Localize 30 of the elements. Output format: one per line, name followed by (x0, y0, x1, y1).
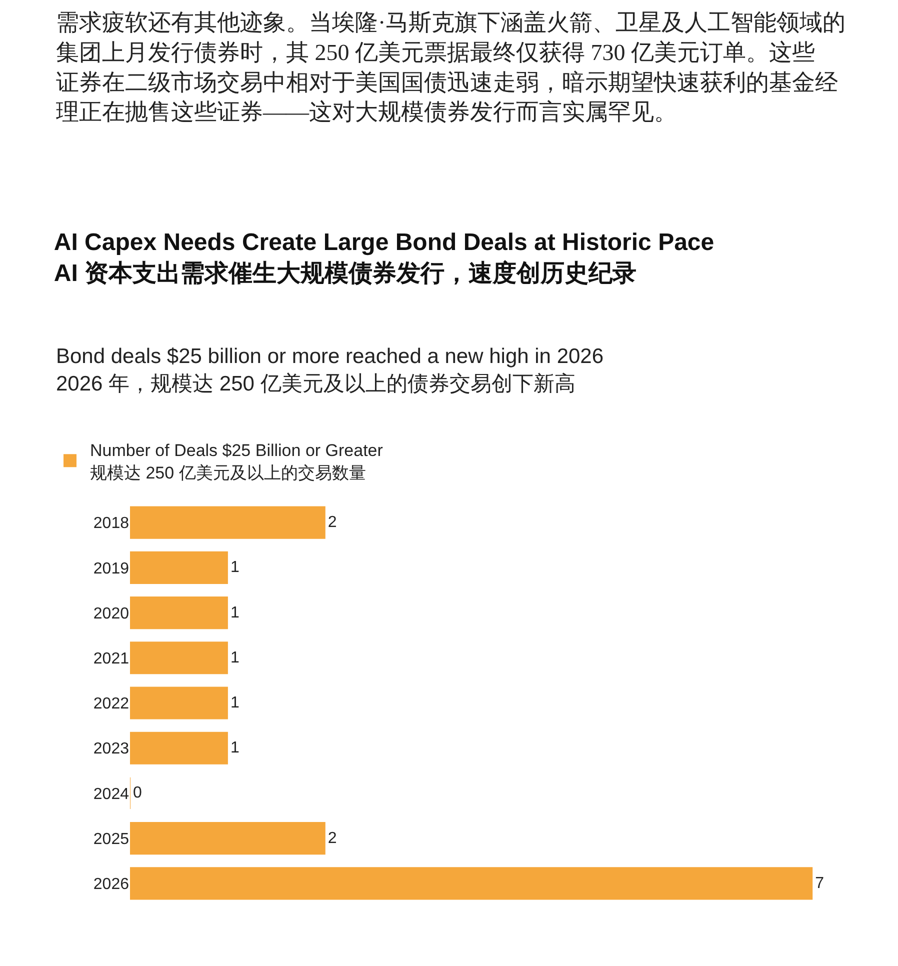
y-tick-label: 2018 (93, 515, 130, 532)
bar (130, 506, 326, 539)
bar (130, 732, 228, 764)
legend-label: Number of Deals $25 Billion or Greater 规模达 250 亿美元及以上的交易数量 (90, 441, 384, 482)
y-tick-label: 2021 (93, 650, 130, 668)
bar (130, 686, 228, 720)
y-tick-label: 2019 (93, 560, 130, 578)
y-tick-label: 2022 (93, 696, 130, 713)
data-label: 1 (230, 694, 240, 712)
data-label: 0 (133, 784, 142, 802)
y-tick-label: 2024 (93, 786, 130, 803)
data-label: 1 (230, 604, 240, 622)
y-tick-label: 2025 (93, 830, 130, 848)
y-tick-label: 2023 (93, 740, 130, 758)
bar (130, 867, 813, 900)
data-label: 1 (230, 649, 240, 666)
y-tick-label: 2026 (93, 876, 130, 894)
chart-subtitle: Bond deals $25 billion or more reached a new high in 2026 2026 年，规模达 250 亿美元及以上的债券交易创下新高 (56, 345, 604, 396)
data-label: 1 (230, 559, 240, 576)
text: 需求疲软还有其他迹象。当埃隆·马斯克旗下涵盖火箭、卫星及人工智能领域的集团上月发行债券时，其 250 亿美元票据最终仅获得 730 亿美元订单。这些证券在二级市场交易中相对于美国国债迅速走弱，暗示期望快速获利的基金经理正在抛售这些证券——这对大规模债券发行而言实属罕见。 (56, 10, 846, 125)
data-label: 2 (328, 514, 337, 532)
bar (130, 596, 228, 630)
bar (130, 822, 326, 855)
bar (130, 642, 228, 674)
data-label: 2 (328, 830, 337, 847)
bar (130, 551, 228, 584)
data-label: 1 (230, 740, 240, 757)
chart-title: AI Capex Needs Create Large Bond Deals at Historic Pace AI 资本支出需求催生大规模债券发行，速度创历史纪录 (54, 229, 714, 288)
data-label: 7 (815, 874, 824, 892)
y-tick-label: 2020 (93, 605, 130, 622)
